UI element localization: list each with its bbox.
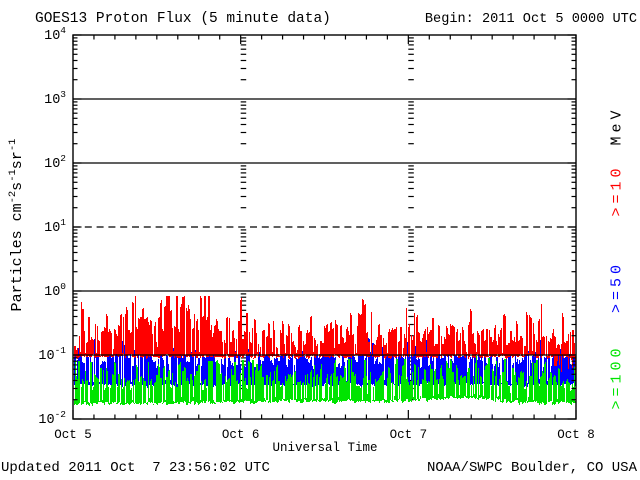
svg-text:Oct 5: Oct 5: [54, 428, 92, 442]
svg-text:Oct 8: Oct 8: [557, 428, 595, 442]
svg-text:Begin: 2011 Oct 5 0000 UTC: Begin: 2011 Oct 5 0000 UTC: [425, 12, 637, 27]
svg-text:GOES13 Proton Flux (5 minute d: GOES13 Proton Flux (5 minute data): [35, 11, 331, 27]
svg-text:Universal Time: Universal Time: [272, 441, 377, 455]
svg-text:>=10: >=10: [609, 164, 626, 216]
svg-text:Oct 6: Oct 6: [222, 428, 260, 442]
svg-text:>=50: >=50: [609, 261, 626, 313]
svg-text:MeV: MeV: [609, 106, 626, 145]
svg-text:>=100: >=100: [609, 344, 626, 409]
svg-text:NOAA/SWPC Boulder, CO USA: NOAA/SWPC Boulder, CO USA: [427, 460, 638, 476]
svg-text:Oct 7: Oct 7: [390, 428, 428, 442]
svg-text:Updated 2011 Oct 7 23:56:02 U: Updated 2011 Oct 7 23:56:02 UTC: [1, 460, 270, 476]
svg-text:Particles cm-2s-1sr-1: Particles cm-2s-1sr-1: [7, 139, 26, 312]
